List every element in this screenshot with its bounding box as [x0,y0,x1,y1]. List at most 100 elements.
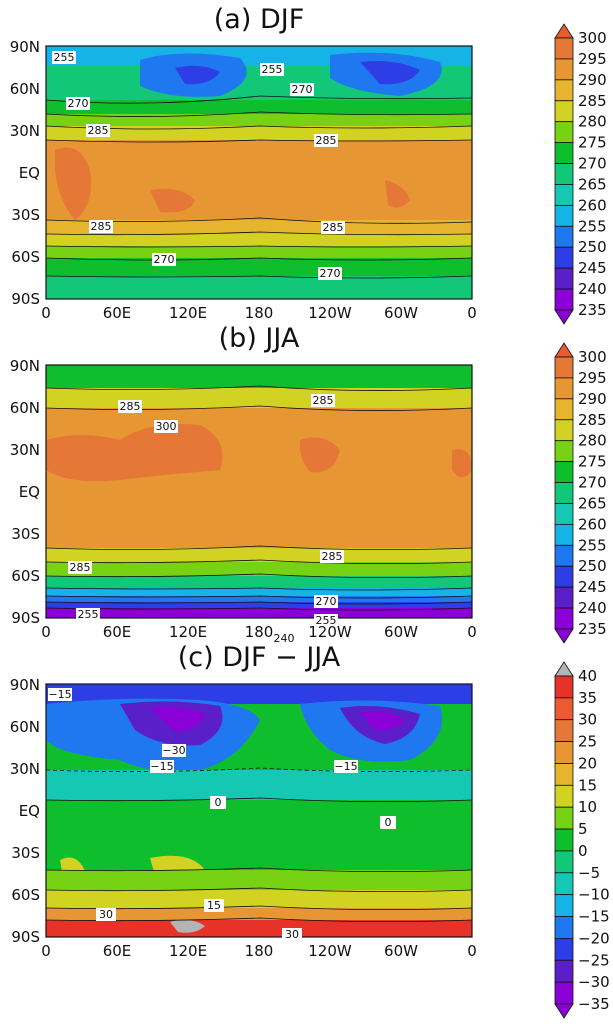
colorbar-bottom-arrow [554,1003,574,1019]
contour-label: 285 [88,124,109,137]
colorbar-box [554,763,574,786]
colorbar-top-arrow [554,661,574,677]
band [46,770,472,800]
colorbar-box [554,675,574,699]
colorbar-tick: 295 [578,369,607,387]
contour-label: −15 [334,760,357,773]
panel-b-colorbar: 300 295 290 285 280 275 270 265 260 255 250 245 240 2… [554,342,607,644]
colorbar-box [554,828,574,852]
panel-b-contour-labels: 285 300 285 285 285 270 255 255 240 [68,394,344,645]
band [46,602,472,608]
colorbar-box [554,697,574,721]
colorbar-tick: 235 [578,620,607,638]
colorbar-tick: 295 [578,50,607,68]
panel-a-title: (a) DJF [214,4,304,35]
contour-label: 255 [78,608,99,621]
panel-b-map [46,365,472,618]
colorbar-tick: −10 [578,886,610,904]
lat-tick: 90N [10,676,40,694]
colorbar-tick: −30 [578,973,610,991]
colorbar-tick: 5 [578,820,588,838]
contour-label: 255 [316,614,337,627]
contour-label: 30 [285,928,299,941]
lon-tick: 180 [245,942,274,960]
lat-tick: 30N [10,760,40,778]
colorbar-tick: −20 [578,929,610,947]
band [46,114,472,126]
panel-a-lon-axis: 0 60E 120E 180 120W 60W 0 [41,304,477,322]
contour-label: 285 [313,394,334,407]
colorbar-tick: 270 [578,155,607,173]
lat-tick: 30S [11,525,40,543]
lon-tick: 0 [467,623,477,641]
lat-tick: 90S [11,928,40,946]
contour-label: 285 [323,221,344,234]
lat-tick: EQ [19,483,40,501]
lon-tick: 120E [169,623,207,641]
panel-a-lat-axis: 90N 60N 30N EQ 30S 60S 90S [10,38,40,308]
colorbar-box [554,523,574,546]
band [46,596,472,602]
band [46,870,472,890]
colorbar-tick: 250 [578,557,607,575]
colorbar-box [554,246,574,269]
colorbar-tick: 280 [578,113,607,131]
colorbar-tick: 280 [578,432,607,450]
colorbar-tick: 250 [578,238,607,256]
lon-tick: 60W [384,623,418,641]
colorbar-box [554,607,574,630]
cold-region [175,65,220,85]
contour-label: 15 [207,899,221,912]
colorbar-tick: 255 [578,217,607,235]
colorbar-box [554,142,574,164]
lat-tick: 60S [11,886,40,904]
colorbar-tick: 265 [578,494,607,512]
colorbar-box [554,586,574,609]
band [46,276,472,299]
band [46,234,472,246]
band [46,220,472,234]
warm-region [299,437,340,473]
colorbar-tick: 0 [578,842,588,860]
winter-region [150,706,205,732]
colorbar-tick: −5 [578,864,600,882]
colorbar-tick: 270 [578,474,607,492]
lat-tick: 60S [11,248,40,266]
band [46,140,472,220]
contours [46,767,472,922]
colorbar-tick: 20 [578,754,597,772]
cold-region [360,61,420,85]
contour-label: 285 [120,400,141,413]
warm-region [150,188,195,213]
contour-label: −30 [162,744,185,757]
colorbar-box [554,784,574,808]
colorbar-bottom-arrow [554,309,574,325]
contour-label: 255 [54,51,75,64]
panel-b-lon-axis: 0 60E 120E 180 120W 60W 0 [41,623,477,641]
panel-c: (c) DJF − JJA [10,642,610,1019]
colorbar-box [554,419,574,442]
colorbar-box [554,938,574,961]
lat-tick: 90S [11,290,40,308]
contour-label: 30 [99,908,113,921]
summer-region [170,919,205,933]
contour-label: 0 [215,796,222,809]
colorbar-tick: 35 [578,689,597,707]
colorbar-tick: 245 [578,578,607,596]
lat-tick: 60N [10,80,40,98]
colorbar-box [554,461,574,483]
colorbar-tick: 235 [578,301,607,319]
panel-a: (a) DJF [10,4,607,325]
lat-tick: 30N [10,122,40,140]
colorbar-box [554,377,574,400]
contour-label: 270 [292,83,313,96]
lat-tick: EQ [19,164,40,182]
colorbar-tick: 290 [578,390,607,408]
colorbar-box [554,850,574,874]
lat-tick: 60N [10,718,40,736]
panel-b-title: (b) JJA [219,323,300,354]
warm-region [55,147,91,220]
colorbar-tick: 240 [578,280,607,298]
colorbar-tick: 245 [578,259,607,277]
lat-tick: 60S [11,567,40,585]
